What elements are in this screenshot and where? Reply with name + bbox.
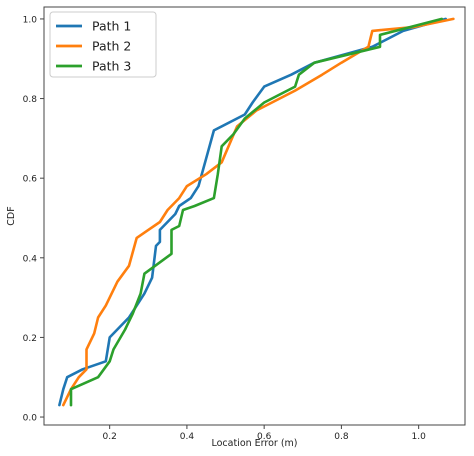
x-tick-label: 0.2 xyxy=(102,432,116,442)
series-lines xyxy=(58,17,455,407)
legend-label: Path 2 xyxy=(92,39,131,54)
legend-label: Path 1 xyxy=(92,19,131,34)
x-tick-label: 0.4 xyxy=(180,432,195,442)
series-line-path-2 xyxy=(61,17,455,407)
x-tick-label: 0.8 xyxy=(334,432,349,442)
y-axis-label: CDF xyxy=(6,206,17,225)
y-tick-label: 0.2 xyxy=(23,334,37,344)
y-tick-label: 0.4 xyxy=(23,254,38,264)
series-line-path-3 xyxy=(69,17,444,407)
series-line-path-1 xyxy=(58,17,448,407)
y-tick-label: 0.6 xyxy=(23,175,38,185)
y-tick-label: 0.8 xyxy=(23,95,38,105)
x-tick-label: 0.6 xyxy=(257,432,272,442)
y-tick-label: 0.0 xyxy=(23,414,38,424)
legend-label: Path 3 xyxy=(92,59,131,74)
x-axis-ticks: 0.2 0.4 0.6 0.8 1.0 xyxy=(102,425,426,442)
legend: Path 1 Path 2 Path 3 xyxy=(49,11,157,78)
x-axis-label: Location Error (m) xyxy=(211,438,297,449)
legend-box xyxy=(49,11,157,78)
y-tick-label: 1.0 xyxy=(23,15,38,25)
x-tick-label: 1.0 xyxy=(411,432,426,442)
y-axis-ticks: 0.0 0.2 0.4 0.6 0.8 1.0 xyxy=(23,15,44,424)
